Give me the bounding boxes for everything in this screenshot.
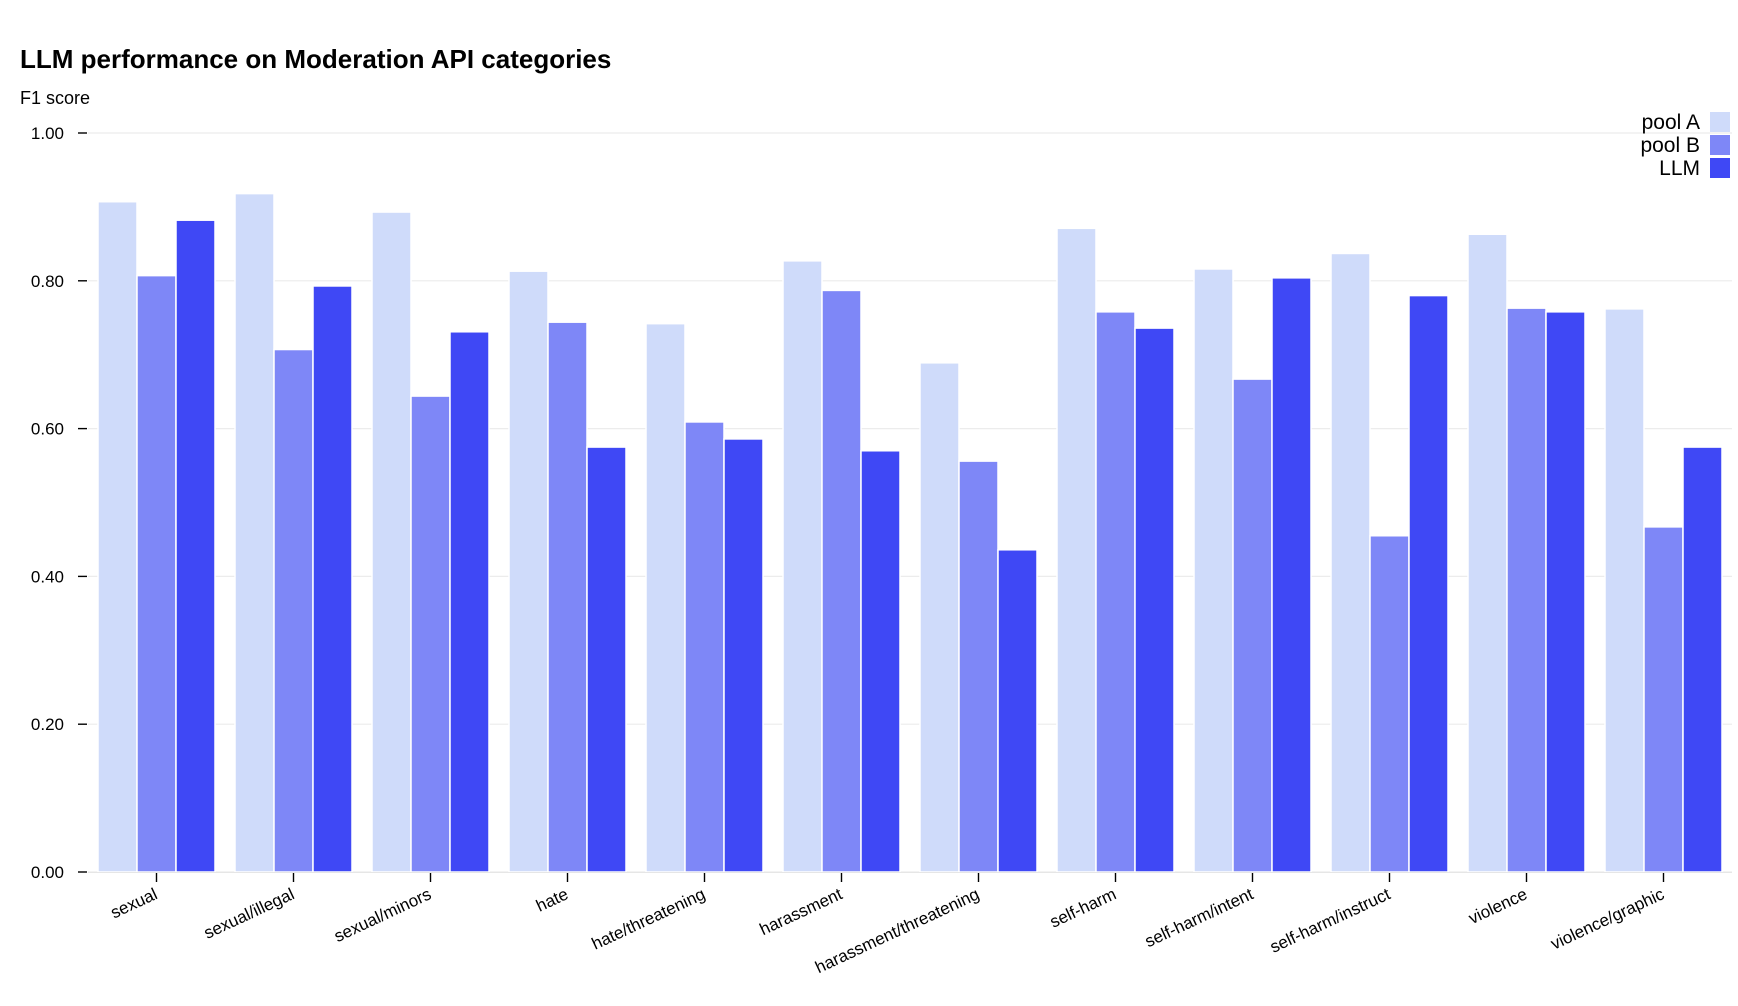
y-tick-label: 0.20: [31, 715, 64, 734]
bar-pool-a-3: [508, 270, 549, 873]
y-tick-label: 0.00: [31, 863, 64, 882]
legend-label: pool A: [1642, 111, 1700, 134]
bar-pool-a-6: [919, 362, 960, 873]
bar-pool-b-11: [1643, 526, 1684, 873]
bar-pool-a-11: [1604, 308, 1645, 873]
bar-llm-4: [723, 438, 764, 873]
bar-pool-b-6: [958, 460, 999, 873]
x-tick-label: violence/graphic: [1548, 884, 1668, 953]
x-tick-label: hate/threatening: [589, 884, 708, 953]
chart-title: LLM performance on Moderation API catego…: [20, 44, 612, 74]
bar-pool-a-4: [645, 322, 686, 873]
legend-swatch: [1710, 135, 1730, 155]
bar-pool-a-7: [1056, 227, 1097, 873]
bar-pool-b-2: [410, 395, 451, 873]
y-tick-label: 0.40: [31, 567, 64, 586]
bar-llm-2: [449, 331, 490, 873]
bar-pool-a-1: [234, 192, 275, 873]
bar-pool-b-8: [1232, 378, 1273, 873]
bar-llm-6: [997, 549, 1038, 873]
bar-llm-3: [586, 446, 627, 873]
bar-llm-5: [860, 450, 901, 873]
bar-pool-a-2: [371, 211, 412, 873]
bar-llm-11: [1682, 446, 1723, 873]
x-tick-label: self-harm: [1047, 884, 1119, 931]
bar-pool-b-9: [1369, 535, 1410, 873]
bar-llm-8: [1271, 277, 1312, 873]
x-axis: sexual sexual/illegal sexual/minors hate hat…: [88, 872, 1732, 977]
y-tick-label: 0.80: [31, 272, 64, 291]
bar-pool-a-9: [1330, 252, 1371, 873]
x-tick-label: harassment: [757, 884, 846, 939]
bar-pool-b-1: [273, 348, 314, 873]
y-tick-label: 0.60: [31, 420, 64, 439]
legend-label: LLM: [1659, 157, 1700, 180]
bar-llm-9: [1408, 294, 1449, 873]
y-tick-label: 1.00: [31, 124, 64, 143]
bar-pool-a-5: [782, 260, 823, 873]
bar-pool-b-0: [136, 274, 177, 873]
bar-pool-b-3: [547, 321, 588, 873]
x-tick-label: hate: [533, 884, 571, 915]
x-tick-label: self-harm/intent: [1142, 884, 1256, 951]
bar-llm-10: [1545, 311, 1586, 873]
x-tick-label: sexual: [108, 884, 161, 922]
y-axis: 0.00 0.20 0.40 0.60 0.80 1.00: [31, 124, 87, 882]
x-tick-label: self-harm/instruct: [1267, 884, 1393, 956]
bar-llm-1: [312, 285, 353, 873]
bar-pool-b-5: [821, 289, 862, 873]
bar-pool-b-10: [1506, 307, 1547, 873]
bar-llm-0: [175, 219, 216, 873]
legend-swatch: [1710, 158, 1730, 178]
bar-pool-b-7: [1095, 311, 1136, 873]
bar-pool-a-8: [1193, 268, 1234, 873]
bar-llm-7: [1134, 327, 1175, 873]
bar-pool-b-4: [684, 421, 725, 873]
bars: [97, 192, 1723, 873]
legend-label: pool B: [1640, 134, 1700, 157]
x-tick-label: violence: [1466, 884, 1531, 928]
bar-pool-a-0: [97, 200, 138, 873]
x-tick-label: sexual/minors: [331, 884, 434, 946]
y-axis-label: F1 score: [20, 88, 91, 108]
x-tick-label: sexual/illegal: [201, 884, 297, 942]
bar-pool-a-10: [1467, 233, 1508, 873]
legend-swatch: [1710, 112, 1730, 132]
